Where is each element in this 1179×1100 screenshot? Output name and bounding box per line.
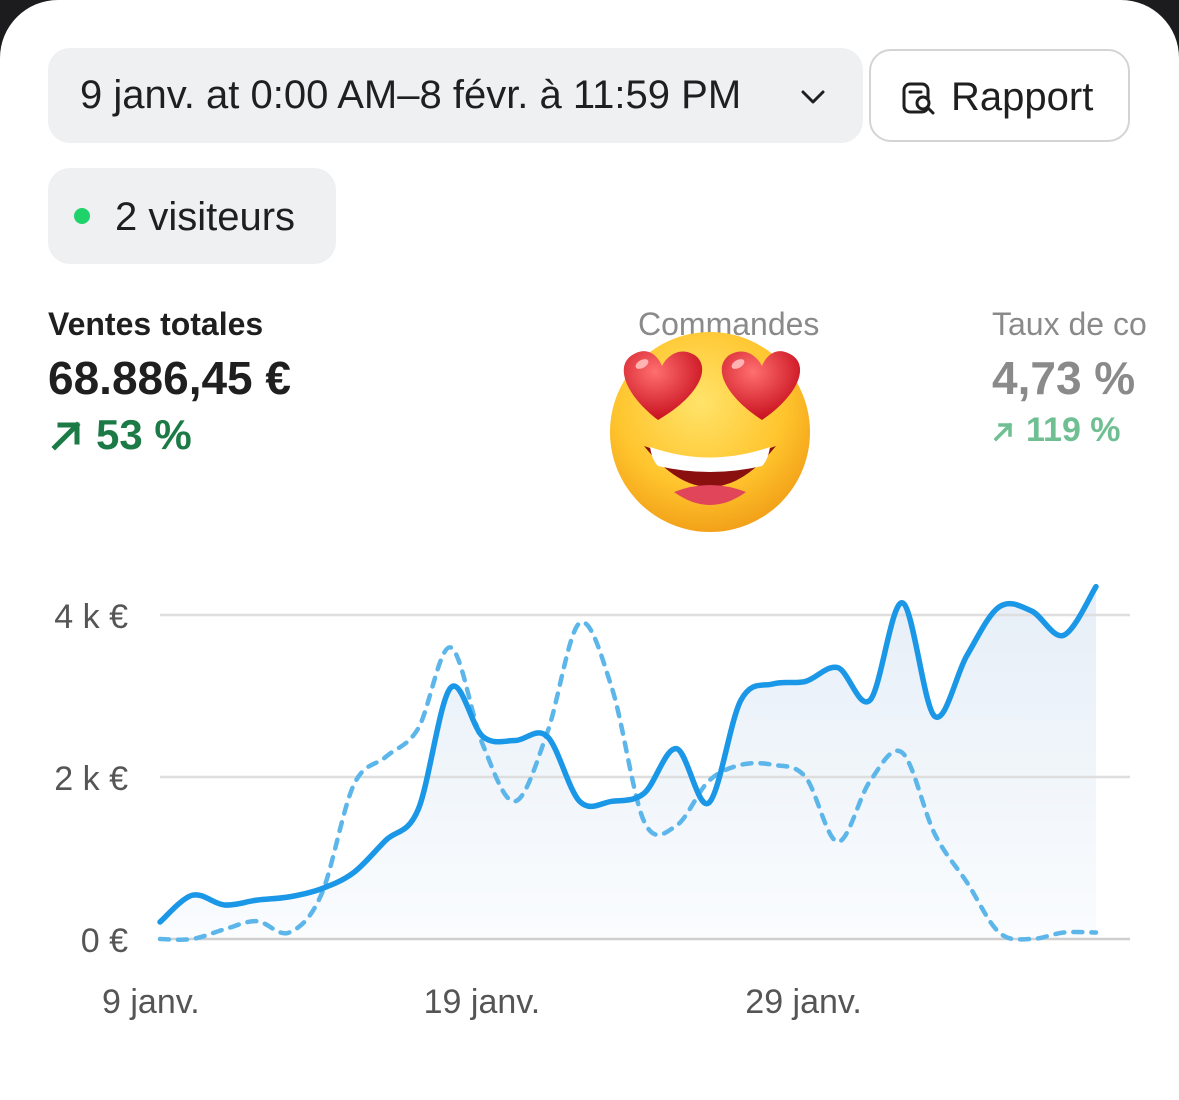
- x-tick-label: 29 janv.: [745, 983, 862, 1021]
- metric-change-value: 53 %: [96, 411, 192, 458]
- chevron-down-icon: [801, 90, 825, 104]
- metric-value: 68.886,45 €: [48, 352, 292, 404]
- date-range-label: 9 janv. at 0:00 AM–8 févr. à 11:59 PM: [80, 73, 742, 117]
- metric-change: 53 %: [48, 411, 291, 459]
- metric-label: Taux de co: [992, 306, 1147, 342]
- primary-series-line: [157, 583, 1099, 925]
- report-search-icon: [902, 82, 935, 115]
- series-area-fill: [160, 586, 1096, 939]
- arrow-up-right-icon: [51, 421, 81, 451]
- metric-change-value: 119 %: [1026, 411, 1121, 449]
- report-button[interactable]: Rapport: [869, 49, 1130, 142]
- report-button-label: Rapport: [951, 75, 1094, 119]
- y-tick-label: 0 €: [81, 922, 128, 960]
- x-tick-label: 9 janv.: [102, 983, 200, 1021]
- comparison-series-line: [157, 619, 1099, 942]
- sales-line-chart: 0 € 2 k € 4 k € 9 janv. 19 janv. 29 janv.: [54, 583, 1130, 1021]
- metric-value: 4,73 %: [992, 352, 1136, 404]
- metric-total-sales[interactable]: Ventes totales 68.886,45 € 53 %: [48, 306, 291, 459]
- live-status-dot: [74, 208, 90, 224]
- live-visitors-label: 2 visiteurs: [115, 195, 296, 239]
- arrow-up-right-icon: [993, 422, 1013, 441]
- metric-conversion-rate[interactable]: Taux de co 4,73 % 119 %: [992, 306, 1147, 450]
- y-tick-label: 4 k €: [54, 598, 128, 636]
- heart-eyes-emoji-icon: [610, 332, 810, 532]
- y-tick-label: 2 k €: [54, 760, 128, 798]
- date-range-picker[interactable]: 9 janv. at 0:00 AM–8 févr. à 11:59 PM: [48, 48, 863, 143]
- live-visitors-badge[interactable]: 2 visiteurs: [48, 168, 336, 264]
- x-tick-label: 19 janv.: [424, 983, 541, 1021]
- metric-label: Ventes totales: [48, 306, 264, 342]
- metric-change: 119 %: [992, 411, 1147, 450]
